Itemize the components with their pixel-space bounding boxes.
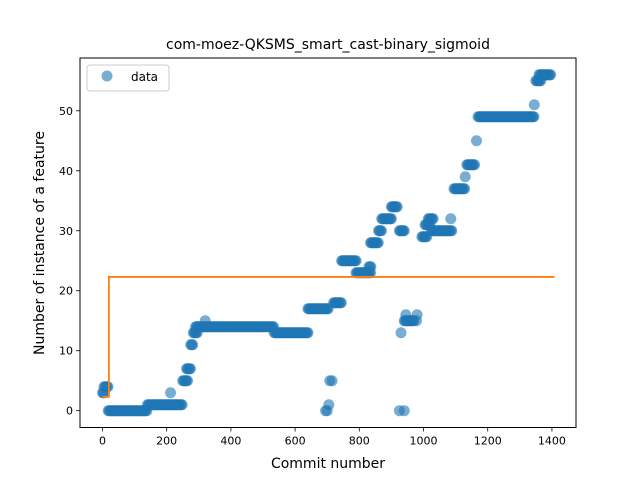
data-point: [176, 399, 188, 411]
data-point: [470, 135, 482, 147]
data-point: [459, 183, 471, 195]
data-point: [385, 213, 397, 225]
data-point: [326, 375, 338, 387]
data-point: [365, 261, 377, 273]
data-point: [469, 159, 481, 171]
data-point: [427, 213, 439, 225]
data-point: [165, 387, 177, 399]
x-tick-label: 1000: [410, 435, 438, 448]
data-point: [398, 405, 410, 417]
y-tick-label: 30: [59, 225, 73, 238]
data-point: [182, 375, 194, 387]
data-point: [398, 225, 410, 237]
series-data: [96, 69, 557, 417]
x-tick-label: 400: [220, 435, 241, 448]
x-tick-label: 800: [349, 435, 370, 448]
x-tick-label: 200: [156, 435, 177, 448]
data-point: [187, 339, 199, 351]
data-point: [445, 213, 457, 225]
y-tick-label: 40: [59, 165, 73, 178]
x-tick-label: 1200: [474, 435, 502, 448]
data-point: [391, 201, 403, 213]
data-point: [410, 315, 422, 327]
data-point: [184, 363, 196, 375]
data-point: [545, 69, 557, 81]
y-tick-label: 10: [59, 345, 73, 358]
data-point: [357, 267, 369, 279]
data-point: [446, 225, 458, 237]
legend: data: [86, 64, 170, 92]
legend-marker-data: [101, 70, 113, 82]
legend-label-data: data: [131, 70, 158, 84]
data-point: [199, 315, 211, 327]
chart-title: com-moez-QKSMS_smart_cast-binary_sigmoid: [166, 37, 490, 53]
data-point: [400, 309, 412, 321]
x-axis-label: Commit number: [271, 456, 385, 472]
fit-line: [102, 276, 555, 398]
x-tick-label: 600: [285, 435, 306, 448]
data-point: [375, 225, 387, 237]
data-point: [528, 111, 540, 123]
data-point: [459, 171, 471, 183]
x-tick-label: 0: [99, 435, 106, 448]
data-point: [528, 99, 540, 111]
y-tick-label: 50: [59, 105, 73, 118]
y-axis: 0 10 20 30 40 50: [59, 105, 80, 418]
data-point: [323, 399, 335, 411]
data-point: [350, 255, 362, 267]
data-point: [102, 381, 114, 393]
x-tick-label: 1400: [538, 435, 566, 448]
data-point: [335, 297, 347, 309]
plot-frame: [79, 57, 577, 428]
y-tick-label: 20: [59, 285, 73, 298]
y-tick-label: 0: [66, 405, 73, 418]
y-axis-label: Number of instance of a feature: [32, 131, 48, 355]
data-point: [372, 237, 384, 249]
x-axis: 0 200 400 600 800 1000 1200 1400: [99, 427, 566, 448]
data-point: [395, 327, 407, 339]
data-point: [302, 327, 314, 339]
